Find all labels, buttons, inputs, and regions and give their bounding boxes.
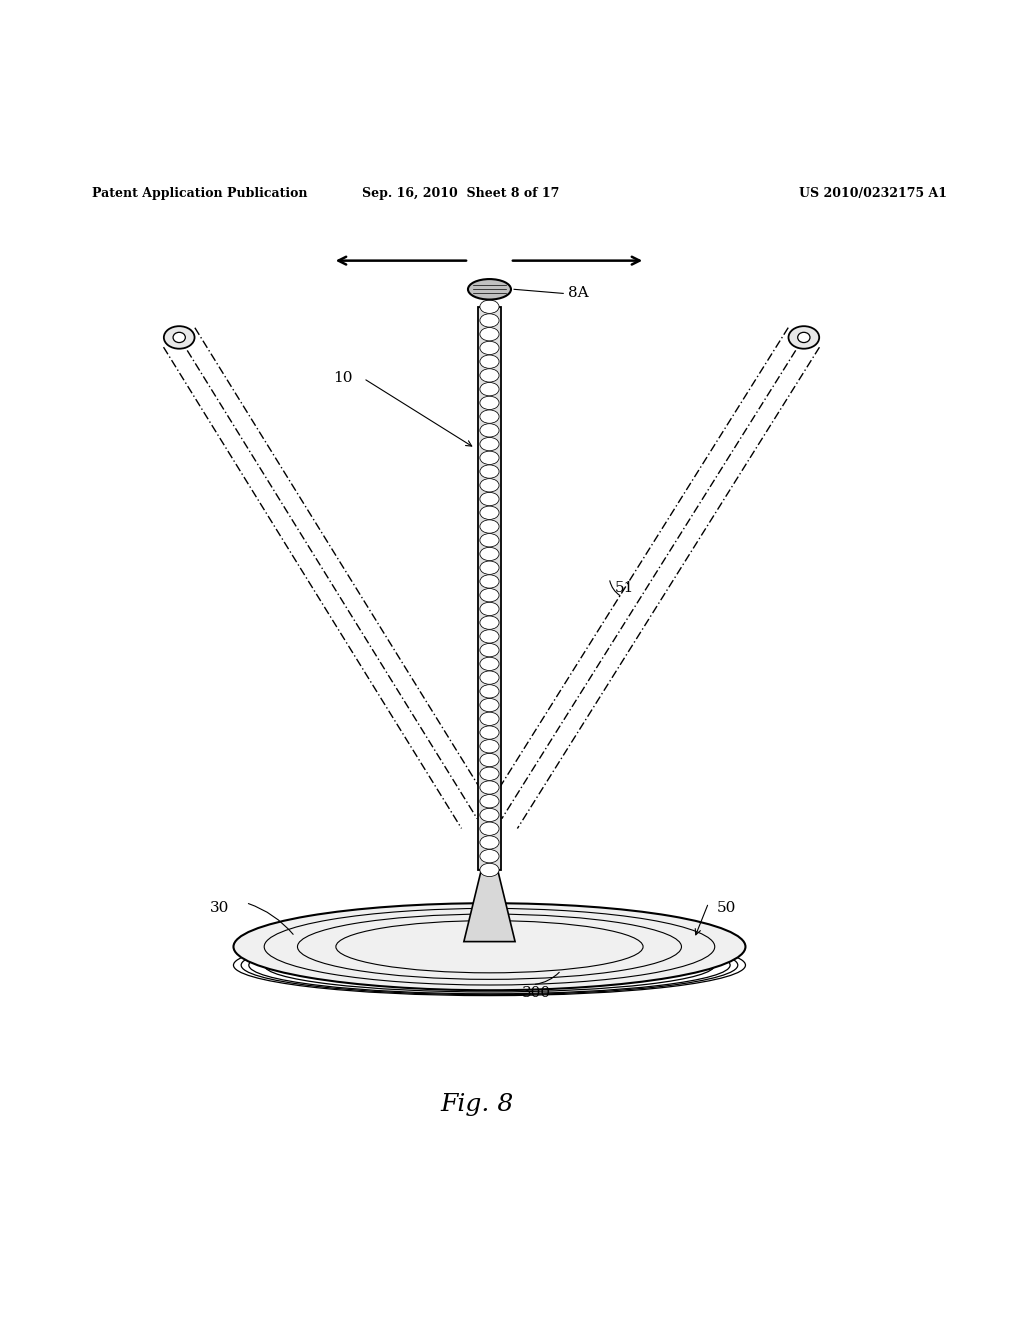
Ellipse shape (233, 903, 745, 990)
Ellipse shape (788, 326, 819, 348)
Ellipse shape (480, 355, 499, 368)
Ellipse shape (480, 520, 499, 533)
Ellipse shape (480, 767, 499, 780)
Text: Fig. 8: Fig. 8 (440, 1093, 514, 1115)
Polygon shape (464, 870, 515, 941)
Ellipse shape (480, 616, 499, 630)
Ellipse shape (480, 836, 499, 849)
Ellipse shape (480, 437, 499, 450)
Text: 10: 10 (333, 371, 352, 385)
Ellipse shape (480, 643, 499, 657)
Ellipse shape (480, 713, 499, 726)
Ellipse shape (480, 657, 499, 671)
Ellipse shape (480, 451, 499, 465)
Ellipse shape (480, 698, 499, 711)
Polygon shape (478, 306, 501, 870)
Ellipse shape (480, 754, 499, 767)
Text: 300: 300 (522, 986, 551, 999)
Ellipse shape (480, 822, 499, 836)
Ellipse shape (480, 739, 499, 752)
Ellipse shape (480, 396, 499, 409)
Ellipse shape (480, 424, 499, 437)
Ellipse shape (480, 602, 499, 615)
Text: 8A: 8A (568, 286, 589, 301)
Text: US 2010/0232175 A1: US 2010/0232175 A1 (799, 187, 947, 199)
Ellipse shape (480, 795, 499, 808)
Ellipse shape (480, 492, 499, 506)
Ellipse shape (480, 589, 499, 602)
Text: Patent Application Publication: Patent Application Publication (92, 187, 307, 199)
Text: Sep. 16, 2010  Sheet 8 of 17: Sep. 16, 2010 Sheet 8 of 17 (362, 187, 559, 199)
Ellipse shape (480, 561, 499, 574)
Ellipse shape (480, 781, 499, 795)
Ellipse shape (480, 314, 499, 327)
Ellipse shape (480, 342, 499, 355)
Ellipse shape (173, 333, 185, 343)
Ellipse shape (480, 850, 499, 863)
Text: 51: 51 (614, 581, 634, 595)
Ellipse shape (480, 630, 499, 643)
Ellipse shape (480, 506, 499, 520)
Ellipse shape (480, 479, 499, 492)
Ellipse shape (480, 383, 499, 396)
Ellipse shape (480, 327, 499, 341)
Ellipse shape (480, 574, 499, 589)
Text: 50: 50 (717, 900, 736, 915)
Ellipse shape (480, 685, 499, 698)
Ellipse shape (468, 279, 511, 300)
Ellipse shape (480, 548, 499, 561)
Ellipse shape (164, 326, 195, 348)
Ellipse shape (480, 533, 499, 546)
Text: 30: 30 (210, 900, 229, 915)
Ellipse shape (480, 863, 499, 876)
Ellipse shape (480, 411, 499, 424)
Ellipse shape (480, 671, 499, 684)
Ellipse shape (480, 808, 499, 821)
Ellipse shape (480, 726, 499, 739)
Ellipse shape (798, 333, 810, 343)
Ellipse shape (480, 300, 499, 313)
Ellipse shape (480, 368, 499, 381)
Ellipse shape (480, 465, 499, 478)
